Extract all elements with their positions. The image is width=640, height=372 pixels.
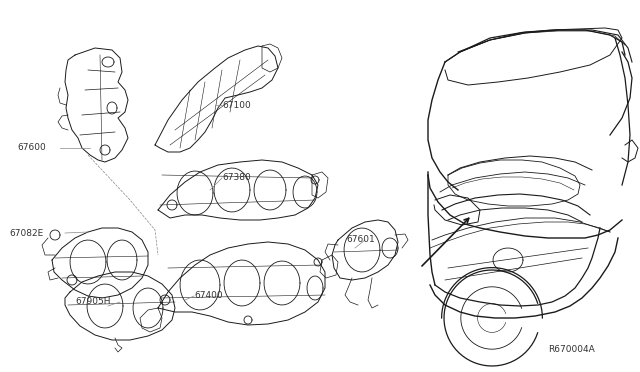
Text: 67100: 67100 bbox=[222, 100, 251, 109]
Text: 67082E: 67082E bbox=[10, 228, 44, 237]
Text: 67600: 67600 bbox=[17, 144, 46, 153]
Text: 67905H: 67905H bbox=[75, 298, 111, 307]
Text: 67380: 67380 bbox=[222, 173, 251, 183]
Text: 67400: 67400 bbox=[194, 292, 223, 301]
Text: R670004A: R670004A bbox=[548, 346, 595, 355]
Text: 67601: 67601 bbox=[346, 235, 375, 244]
